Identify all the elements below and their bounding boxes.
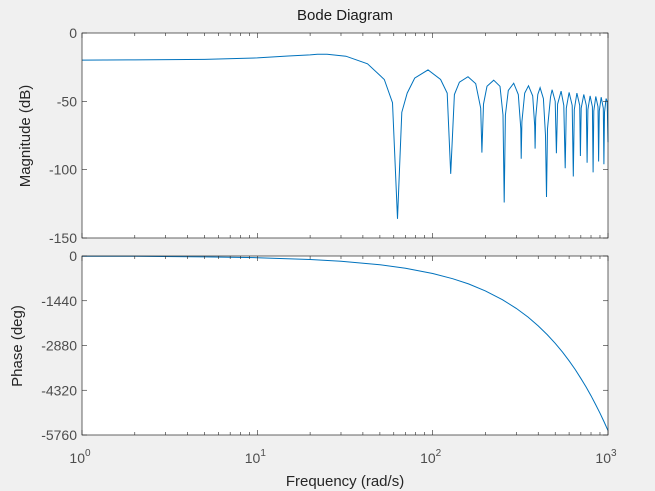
magnitude-axis-label: Magnitude (dB) xyxy=(17,85,34,188)
plot-area xyxy=(82,33,608,238)
y-tick-label: -150 xyxy=(49,230,77,246)
axes-box xyxy=(81,32,609,239)
y-tick-label: -2880 xyxy=(41,338,77,354)
x-tick-labels: 100 101 102 103 xyxy=(69,448,617,466)
y-tick-label: -100 xyxy=(49,162,77,178)
x-tick-label: 102 xyxy=(420,448,442,466)
y-tick-label: -4320 xyxy=(41,382,77,398)
phase-line xyxy=(81,255,609,431)
x-tick-label: 101 xyxy=(245,448,267,466)
x-tick-label: 103 xyxy=(595,448,617,466)
plot-area xyxy=(82,256,608,435)
magnitude-line xyxy=(81,53,609,219)
magnitude-axes: 0 -50 -100 -150 xyxy=(49,25,609,246)
y-tick-label: -1440 xyxy=(41,293,77,309)
y-tick-label: 0 xyxy=(69,248,77,264)
y-tick-label: 0 xyxy=(69,25,77,41)
y-tick-label: -50 xyxy=(57,93,77,109)
phase-axis-label: Phase (deg) xyxy=(9,305,26,387)
axes-box xyxy=(81,255,609,436)
x-axis-label: Frequency (rad/s) xyxy=(286,473,404,490)
phase-axes: 0 -1440 -2880 -4320 -5760 xyxy=(41,248,609,443)
chart-title: Bode Diagram xyxy=(297,7,393,24)
y-tick-label: -5760 xyxy=(41,427,77,443)
x-tick-label: 100 xyxy=(69,448,91,466)
